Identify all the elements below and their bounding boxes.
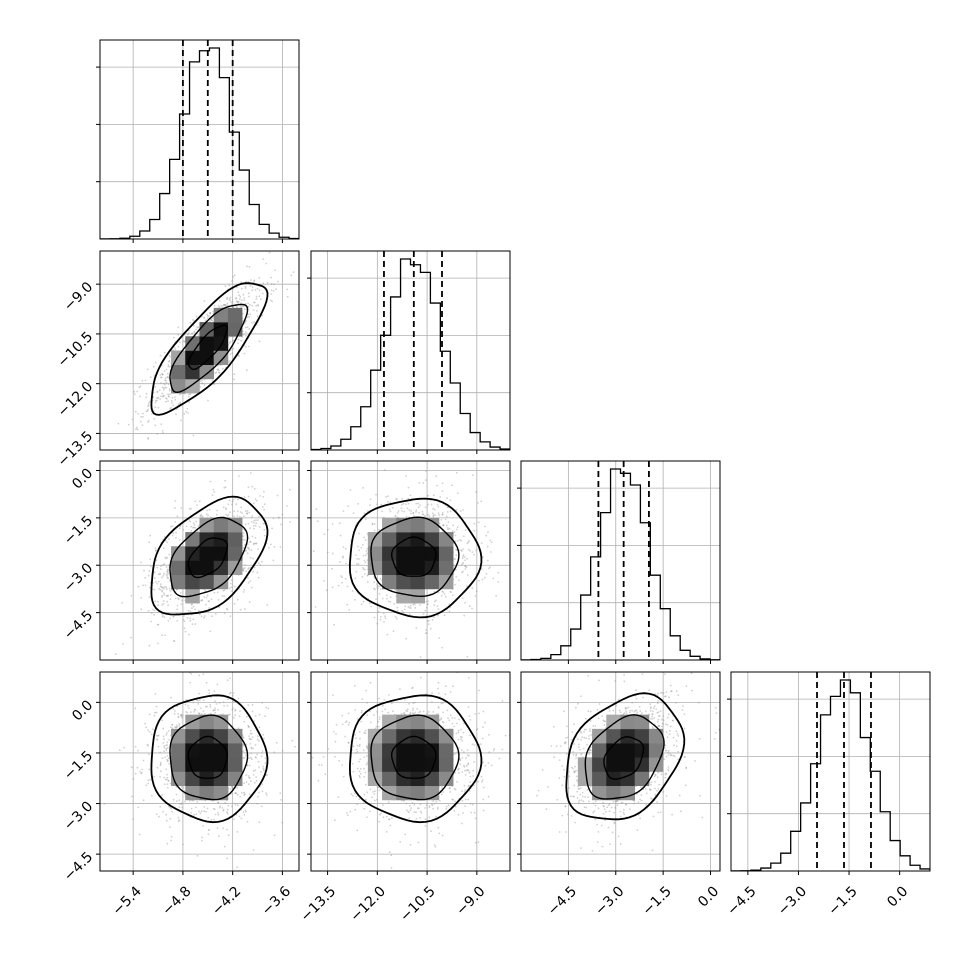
contour-2 — [584, 714, 665, 800]
panel-content — [311, 672, 510, 871]
panel-content — [311, 461, 510, 660]
axes-frame — [99, 39, 300, 240]
contour-2 — [169, 714, 249, 801]
axes-frame — [520, 460, 721, 661]
contour-2 — [169, 516, 249, 598]
contour-1 — [391, 536, 437, 577]
panel-2-0 — [96, 460, 300, 664]
y-tick-label: 0.0 — [69, 697, 96, 724]
panel-content — [311, 251, 510, 450]
panel-content — [731, 672, 930, 871]
panel-3-1 — [307, 671, 511, 875]
y-tick-label: 0.0 — [69, 465, 96, 492]
y-tick-label: −13.5 — [55, 428, 97, 470]
contour-3 — [150, 282, 269, 416]
histogram — [311, 258, 510, 450]
panel-3-0 — [96, 671, 300, 875]
x-tick-label: −10.5 — [397, 883, 439, 925]
panel-2-1 — [307, 460, 511, 664]
x-tick-label: −3.6 — [259, 883, 294, 918]
contour-1 — [187, 537, 228, 579]
x-tick-label: −4.5 — [545, 883, 580, 918]
axes-frame — [310, 460, 511, 661]
contour-3 — [348, 497, 483, 619]
panel-content — [100, 251, 299, 450]
y-tick-label: −3.0 — [61, 560, 96, 595]
panel-1-1 — [307, 250, 511, 454]
x-tick-label: −3.0 — [592, 883, 627, 918]
x-tick-label: −12.0 — [347, 883, 389, 925]
contour-1 — [391, 735, 437, 779]
y-tick-label: −4.5 — [61, 608, 96, 643]
density-cells — [171, 714, 243, 801]
contour-3 — [150, 694, 269, 824]
contour-2 — [370, 516, 460, 598]
x-tick-label: −9.0 — [453, 883, 488, 918]
histogram — [731, 679, 930, 871]
panel-content — [100, 672, 299, 871]
x-tick-label: 0.0 — [695, 883, 722, 910]
axes-frame — [99, 250, 300, 451]
panel-3-3 — [727, 671, 931, 875]
axes-frame — [520, 671, 721, 872]
x-tick-label: −1.5 — [825, 883, 860, 918]
contour-1 — [603, 736, 645, 780]
histogram — [100, 47, 299, 239]
panel-2-2 — [517, 460, 721, 664]
panel-1-0 — [96, 250, 300, 454]
panel-content — [521, 672, 720, 871]
y-tick-label: −1.5 — [61, 748, 96, 783]
x-tick-label: −4.2 — [209, 883, 244, 918]
y-tick-label: −3.0 — [61, 799, 96, 834]
x-tick-label: −4.5 — [724, 883, 759, 918]
axes-frame — [310, 671, 511, 872]
contour-3 — [348, 694, 483, 824]
contour-2 — [169, 303, 249, 394]
y-tick-label: −4.5 — [61, 849, 96, 884]
panel-content — [100, 461, 299, 660]
panel-content — [100, 40, 299, 239]
panel-3-2 — [517, 671, 721, 875]
contour-3 — [565, 692, 686, 821]
x-tick-label: −5.4 — [110, 883, 145, 918]
axes-frame — [310, 250, 511, 451]
axes-frame — [99, 460, 300, 661]
contour-1 — [187, 735, 228, 779]
panel-0-0 — [96, 39, 300, 243]
density-cells — [367, 714, 454, 801]
y-tick-label: −12.0 — [55, 379, 97, 421]
contour-3 — [150, 495, 269, 616]
x-tick-label: −13.5 — [298, 883, 340, 925]
x-tick-label: −4.8 — [159, 883, 194, 918]
y-tick-label: −9.0 — [61, 279, 96, 314]
density-cells — [367, 517, 454, 604]
y-tick-label: −1.5 — [61, 513, 96, 548]
contour-1 — [187, 324, 228, 370]
x-tick-label: −3.0 — [775, 883, 810, 918]
x-tick-label: −1.5 — [640, 883, 675, 918]
x-tick-label: 0.0 — [884, 883, 911, 910]
contour-2 — [370, 714, 460, 801]
axes-frame — [99, 671, 300, 872]
histogram — [521, 468, 720, 660]
panel-content — [521, 461, 720, 660]
axes-frame — [730, 671, 931, 872]
y-tick-label: −10.5 — [55, 329, 97, 371]
density-cells — [171, 517, 243, 604]
